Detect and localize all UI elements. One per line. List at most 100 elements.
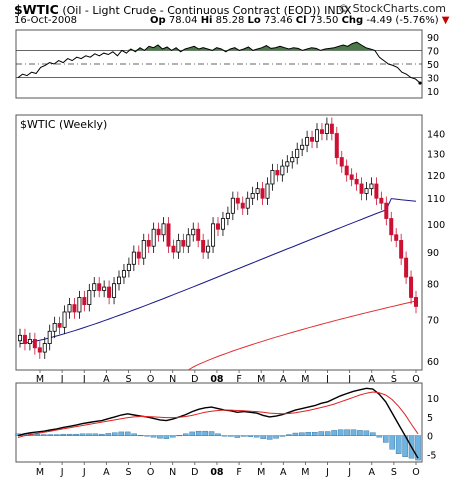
candle-body <box>166 223 171 247</box>
ma-50-line <box>19 198 417 345</box>
candle-body <box>339 157 344 167</box>
macd-histogram-bar <box>337 429 344 436</box>
candle-body <box>32 339 37 349</box>
candle-body <box>136 251 141 259</box>
macd-histogram-bar <box>150 435 157 438</box>
chart-title-line: $WTIC (Oil - Light Crude - Continuous Co… <box>14 2 352 17</box>
macd-tick-label: 0 <box>427 432 433 443</box>
candle-body <box>260 188 265 199</box>
price-frame <box>15 114 423 371</box>
candle-body <box>151 228 156 247</box>
candle-body <box>156 228 161 236</box>
price-x-tick-label: F <box>236 374 241 385</box>
candle-body <box>369 183 374 190</box>
macd-x-tick-label: S <box>391 467 397 478</box>
candle-body <box>181 240 186 247</box>
price-panel-title: $WTIC (Weekly) <box>20 118 107 131</box>
close-value: 73.50 <box>309 15 339 26</box>
macd-histogram-bar <box>118 431 125 436</box>
open-value: 78.04 <box>168 15 198 26</box>
candle-body <box>225 212 230 219</box>
chart-date: 16-Oct-2008 <box>14 15 77 26</box>
macd-x-tick-label: J <box>60 467 64 478</box>
macd-histogram-bar <box>382 435 389 443</box>
macd-histogram-bar <box>189 431 195 436</box>
macd-histogram-bar <box>279 435 286 437</box>
candle-body <box>314 129 319 142</box>
candle-body <box>270 170 275 185</box>
candle-body <box>196 228 201 241</box>
candle-body <box>87 290 92 306</box>
candle-body <box>131 251 136 265</box>
price-x-tick-label: M <box>36 374 44 385</box>
candle-body <box>121 270 126 278</box>
macd-x-tick-label: A <box>103 467 110 478</box>
rsi-line <box>17 41 421 84</box>
candle-body <box>62 311 67 328</box>
candle-body <box>399 240 404 259</box>
candle-body <box>394 234 399 241</box>
macd-x-tick-label: A <box>369 467 376 478</box>
close-label: Cl <box>295 15 307 26</box>
macd-histogram-bar <box>376 435 383 438</box>
macd-frame <box>15 382 423 463</box>
candle-body <box>290 157 295 163</box>
macd-histogram-bar <box>137 435 144 437</box>
candle-body <box>211 223 216 247</box>
macd-macd-line <box>17 387 419 459</box>
candle-body <box>112 283 117 298</box>
macd-histogram-bar <box>299 432 305 436</box>
ohlc-readout: Op 78.04 Hi 85.28 Lo 73.46 Cl 73.50 Chg … <box>150 15 450 26</box>
macd-x-tick-label: F <box>236 467 241 478</box>
candle-body <box>27 339 32 344</box>
low-value: 73.46 <box>263 15 293 26</box>
price-tick-label: 140 <box>427 130 445 141</box>
candle-body <box>220 218 225 230</box>
macd-histogram-bar <box>208 431 215 436</box>
macd-histogram-bar <box>182 433 189 436</box>
brand-watermark: © StockCharts.com <box>338 2 446 15</box>
candle-body <box>374 183 379 199</box>
price-x-tick-label: A <box>280 374 287 385</box>
candle-body <box>235 197 240 204</box>
ma-200-line <box>188 300 417 371</box>
price-x-tick-label: J <box>82 374 86 385</box>
macd-x-tick-label: 08 <box>210 467 224 478</box>
macd-histogram-bar <box>66 433 73 436</box>
candle-body <box>310 136 315 142</box>
candle-body <box>280 165 285 176</box>
macd-histogram-bar <box>131 433 137 436</box>
price-x-tick-label: S <box>391 374 397 385</box>
candle-body <box>285 161 290 167</box>
macd-histogram-bar <box>41 434 47 436</box>
candle-body <box>275 170 280 176</box>
candle-body <box>265 183 270 199</box>
candle-body <box>47 330 52 344</box>
candle-body <box>300 144 305 150</box>
change-label: Chg <box>341 15 364 26</box>
candle-body <box>161 223 166 236</box>
candle-body <box>201 240 206 253</box>
candle-body <box>141 240 146 259</box>
candle-body <box>329 123 334 134</box>
candle-body <box>102 286 107 291</box>
candle-body <box>404 257 409 278</box>
candle-body <box>206 245 211 253</box>
macd-histogram-bar <box>163 435 170 439</box>
macd-signal-line <box>17 391 419 438</box>
macd-histogram-bar <box>73 433 79 436</box>
price-x-tick-label: N <box>169 374 176 385</box>
macd-x-tick-label: N <box>169 467 176 478</box>
price-x-tick-label: 08 <box>210 374 224 385</box>
high-label: Hi <box>200 15 213 26</box>
candle-body <box>52 322 57 332</box>
candle-body <box>240 202 245 209</box>
macd-histogram-bar <box>305 432 312 436</box>
macd-histogram-bar <box>79 433 86 436</box>
macd-x-tick-label: O <box>412 467 419 478</box>
price-tick-label: 70 <box>427 316 439 327</box>
macd-histogram-bar <box>286 434 292 436</box>
open-label: Op <box>150 15 166 26</box>
candle-body <box>42 343 47 353</box>
rsi-tick-label: 90 <box>427 33 439 44</box>
